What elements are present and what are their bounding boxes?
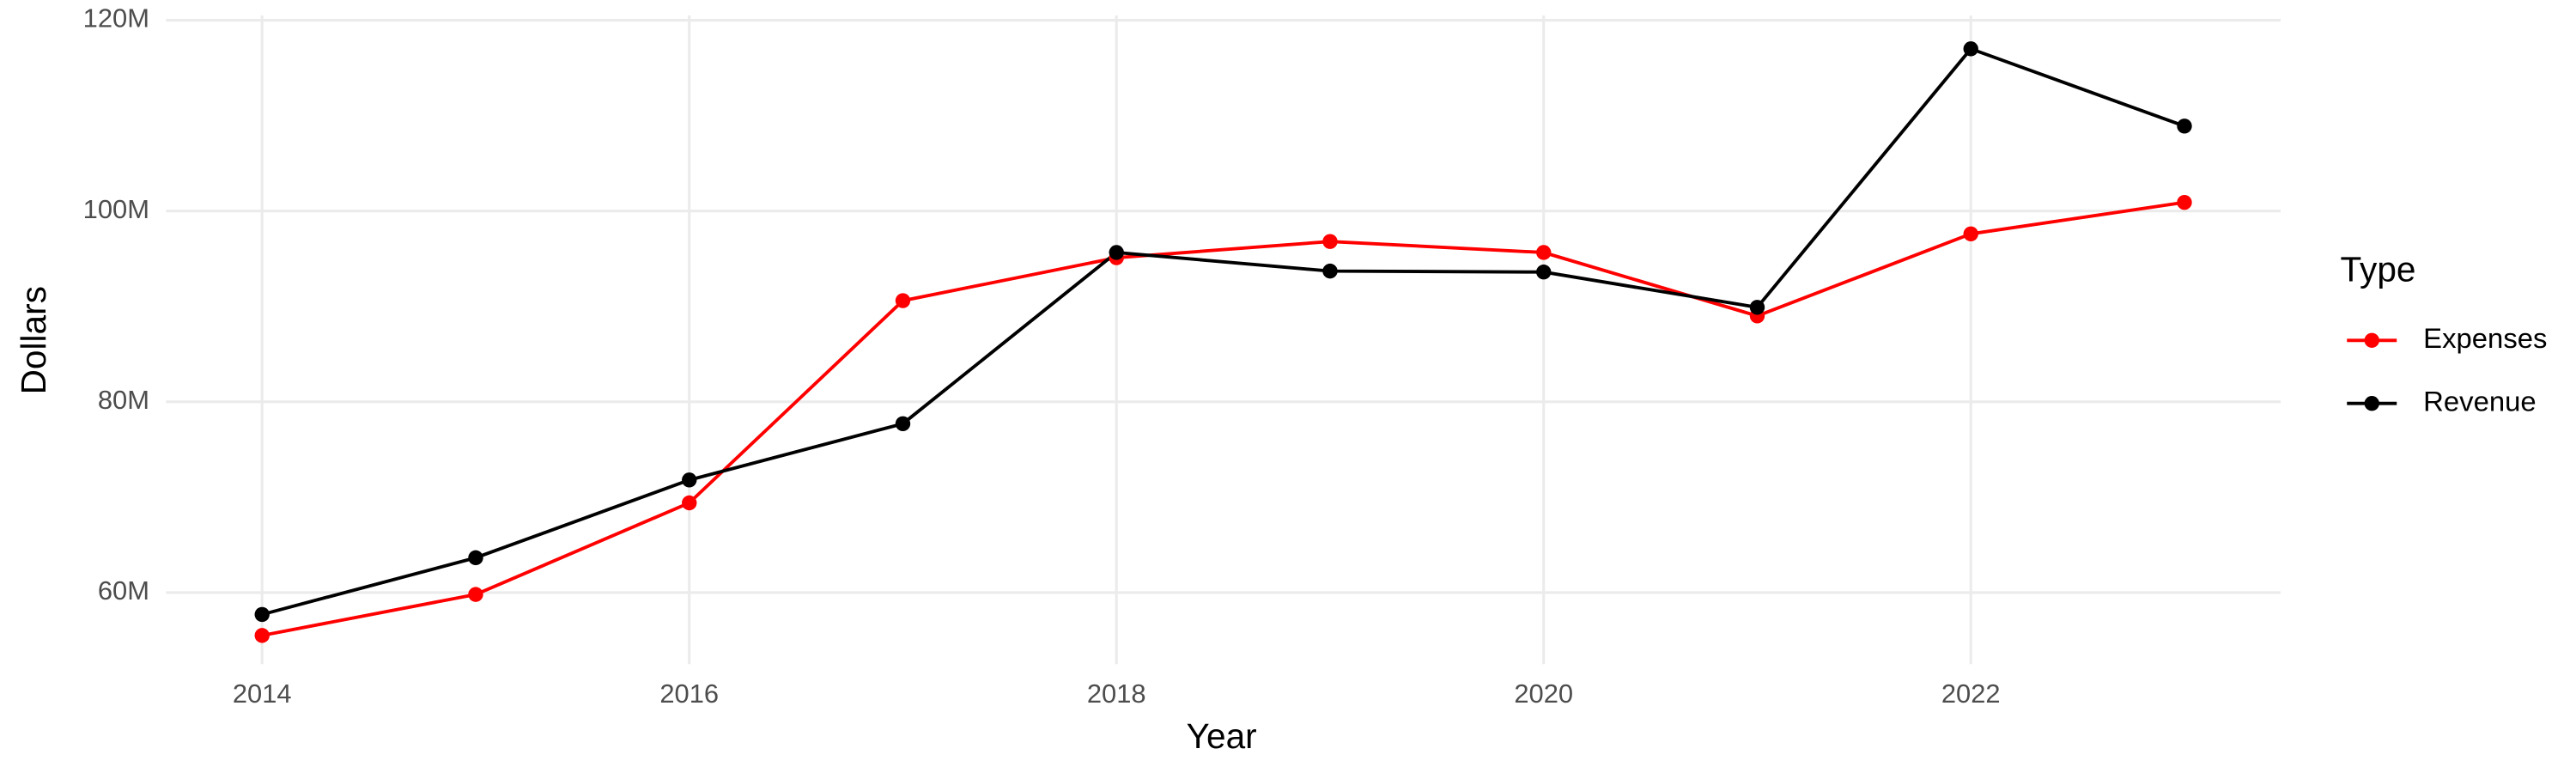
x-tick-label: 2020: [1514, 679, 1573, 709]
data-point: [1109, 245, 1124, 260]
x-tick-label: 2022: [1941, 679, 2001, 709]
x-axis-title: Year: [1187, 716, 1257, 756]
data-point: [682, 472, 697, 488]
data-point: [1536, 265, 1552, 280]
data-point: [895, 293, 911, 308]
y-tick-label: 60M: [98, 575, 149, 606]
y-axis-title: Dollars: [14, 286, 53, 394]
x-tick-label: 2018: [1087, 679, 1146, 709]
data-point: [1963, 41, 1978, 57]
data-point: [2177, 194, 2192, 210]
data-point: [1536, 245, 1552, 260]
data-point: [895, 416, 911, 432]
x-tick-label: 2014: [233, 679, 292, 709]
data-point: [468, 550, 483, 566]
legend-label: Revenue: [2423, 385, 2537, 417]
y-tick-label: 100M: [83, 194, 149, 224]
legend-label: Expenses: [2423, 322, 2547, 354]
series-line: [261, 200, 2185, 637]
data-point: [1963, 226, 1978, 242]
legend-title: Type: [2341, 250, 2416, 289]
data-point: [254, 606, 270, 623]
series-line: [261, 46, 2185, 617]
y-tick-label: 80M: [98, 385, 149, 415]
data-point: [1322, 263, 1338, 279]
data-point: [468, 587, 483, 602]
data-point: [682, 495, 697, 511]
data-point: [1749, 300, 1765, 315]
legend-marker: [2364, 332, 2379, 348]
x-tick-label: 2016: [659, 679, 719, 709]
y-tick-label: 120M: [83, 3, 149, 33]
legend-marker: [2364, 396, 2379, 411]
data-point: [254, 628, 270, 643]
data-point: [2177, 119, 2192, 134]
data-point: [1322, 234, 1338, 249]
